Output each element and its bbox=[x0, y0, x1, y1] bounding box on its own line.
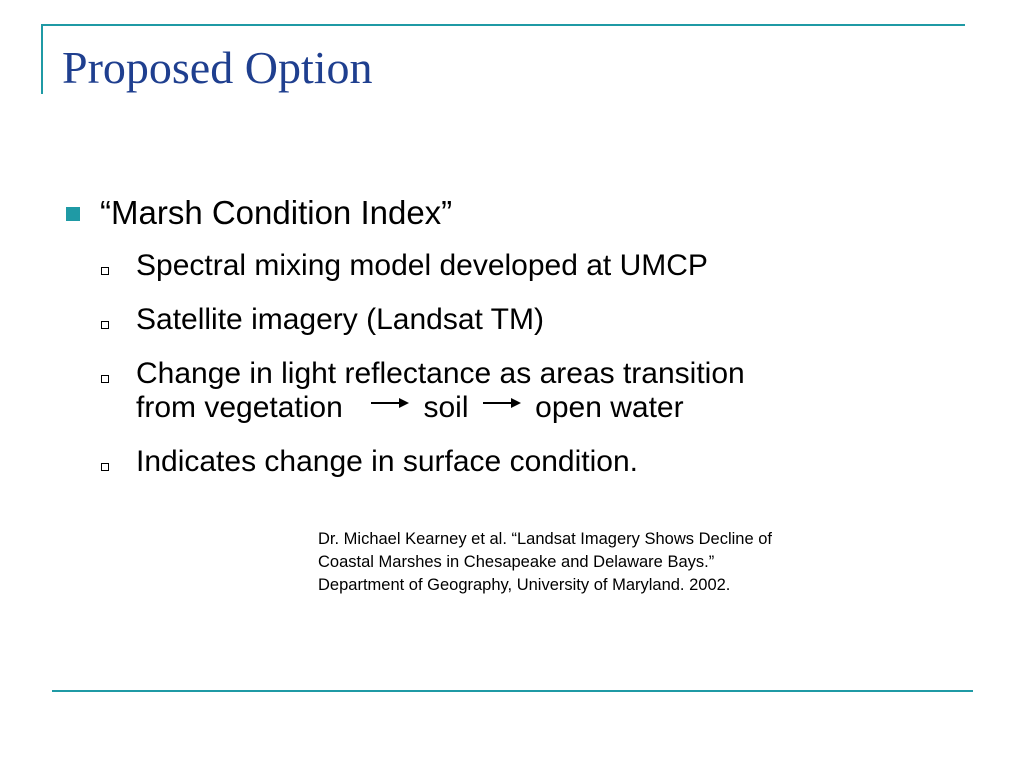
sub-item-text: Satellite imagery (Landsat TM) bbox=[136, 302, 544, 336]
sub-item-spectral-mixing: Spectral mixing model developed at UMCP bbox=[100, 249, 745, 284]
citation-line: Dr. Michael Kearney et al. “Landsat Imag… bbox=[318, 530, 772, 548]
right-arrow-icon bbox=[482, 397, 521, 409]
citation-block: Dr. Michael Kearney et al. “Landsat Imag… bbox=[318, 528, 772, 596]
hollow-square-bullet-icon bbox=[101, 267, 109, 275]
citation-line: Department of Geography, University of M… bbox=[318, 575, 731, 594]
sub-item-surface-condition: Indicates change in surface condition. bbox=[100, 445, 745, 480]
sub-item-text-line1: Change in light reflectance as areas tra… bbox=[136, 356, 745, 390]
right-arrow-icon bbox=[371, 397, 410, 409]
sub-bullet-list: Spectral mixing model developed at UMCP … bbox=[100, 249, 745, 499]
sub-item-text-vegetation: from vegetation bbox=[136, 391, 343, 425]
frame-top-rule bbox=[41, 24, 965, 26]
slide-title: Proposed Option bbox=[62, 42, 373, 93]
bullet-text: “Marsh Condition Index” bbox=[100, 194, 453, 231]
hollow-square-bullet-icon bbox=[101, 320, 109, 329]
sub-item-text-open-water: open water bbox=[535, 391, 684, 425]
square-bullet-icon bbox=[66, 207, 80, 221]
frame-vertical-accent bbox=[41, 24, 43, 94]
sub-item-satellite-imagery: Satellite imagery (Landsat TM) bbox=[100, 303, 745, 338]
citation-line: Coastal Marshes in Chesapeake and Delawa… bbox=[318, 552, 715, 571]
sub-item-light-reflectance: Change in light reflectance as areas tra… bbox=[100, 357, 745, 427]
hollow-square-bullet-icon bbox=[101, 374, 109, 383]
sub-item-text: Spectral mixing model developed at UMCP bbox=[136, 249, 708, 282]
sub-item-text: Indicates change in surface condition. bbox=[136, 445, 638, 479]
hollow-square-bullet-icon bbox=[101, 463, 109, 472]
sub-item-text-soil: soil bbox=[423, 391, 469, 425]
frame-bottom-rule bbox=[52, 690, 973, 692]
